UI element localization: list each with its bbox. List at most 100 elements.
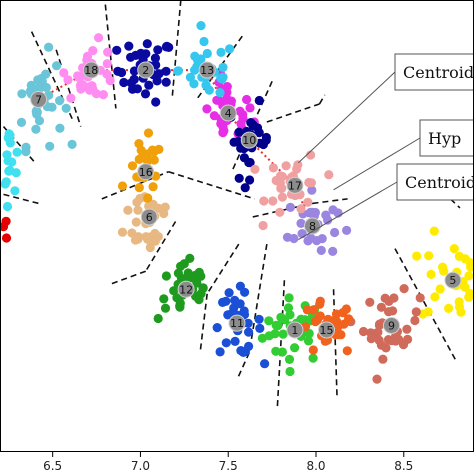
data-point: [240, 183, 250, 193]
data-point: [129, 74, 139, 84]
data-point: [215, 88, 225, 98]
data-point: [98, 90, 108, 100]
data-point: [398, 340, 409, 350]
data-point: [161, 66, 171, 76]
boundary-lines: [2, 0, 461, 407]
data-point: [7, 157, 17, 167]
data-point: [296, 218, 306, 228]
boundary-line: [55, 49, 82, 127]
data-point: [61, 103, 71, 113]
centroid-marker: 1: [286, 321, 304, 339]
data-point: [303, 197, 313, 207]
data-point: [328, 246, 338, 256]
data-point: [127, 84, 138, 94]
data-point: [55, 123, 65, 133]
callout: Centroido: [298, 53, 474, 164]
data-point: [229, 137, 239, 147]
data-point: [102, 69, 112, 79]
centroid-marker: 8: [303, 217, 321, 235]
data-point: [192, 278, 202, 288]
data-point: [460, 254, 470, 264]
data-point: [246, 118, 256, 128]
data-point: [310, 317, 320, 327]
boundary-line: [236, 352, 251, 381]
data-point: [199, 36, 209, 47]
data-point: [306, 150, 316, 160]
centroid-dot: [82, 61, 100, 79]
data-point: [112, 45, 122, 55]
x-tick-label: 7.0: [131, 459, 150, 473]
data-point: [330, 227, 340, 238]
data-point: [67, 139, 77, 149]
x-tick-label: 6.5: [43, 459, 62, 473]
data-point: [131, 217, 141, 227]
data-point: [151, 97, 161, 107]
callout-leader: [333, 137, 421, 191]
centroid-label: 17: [288, 179, 302, 192]
data-point: [328, 205, 338, 215]
centroid-marker: 7: [30, 90, 48, 108]
centroid-label: 11: [230, 317, 244, 330]
data-point: [159, 294, 169, 304]
data-point: [150, 236, 160, 246]
data-point: [173, 66, 183, 76]
centroid-label: 6: [146, 211, 153, 224]
data-point: [308, 353, 318, 363]
data-point: [34, 116, 45, 126]
centroid-dot: [240, 131, 258, 149]
data-point: [304, 328, 314, 339]
data-point: [444, 303, 454, 313]
data-point: [0, 222, 9, 232]
centroid-label: 2: [142, 64, 149, 77]
data-point: [52, 61, 62, 71]
data-point: [183, 268, 193, 278]
data-point: [342, 225, 352, 235]
data-point: [10, 186, 20, 196]
data-point: [161, 77, 171, 87]
data-point: [1, 233, 12, 243]
data-point: [175, 302, 185, 312]
data-point: [16, 117, 27, 127]
boundary-line: [318, 94, 326, 105]
centroid-marker: 9: [382, 316, 400, 334]
data-point: [219, 126, 229, 136]
centroid-dot: [228, 314, 246, 332]
data-point: [26, 80, 36, 90]
data-point: [161, 271, 171, 281]
centroid-marker: 12: [177, 280, 195, 298]
data-point: [202, 48, 212, 59]
callout-box: [396, 163, 474, 201]
data-point: [282, 232, 293, 242]
callout-text: Centroido: [403, 63, 474, 82]
data-point: [307, 185, 317, 195]
data-point: [2, 201, 13, 212]
data-point: [465, 288, 474, 298]
data-point: [140, 89, 151, 99]
data-point: [281, 161, 291, 171]
data-point: [217, 74, 227, 84]
data-point: [126, 52, 136, 62]
data-point: [244, 327, 254, 337]
data-point: [66, 93, 76, 103]
data-point: [215, 347, 225, 357]
data-point: [254, 314, 264, 324]
centroid-dot: [219, 104, 237, 122]
data-point: [32, 107, 42, 117]
centroid-dot: [198, 61, 216, 79]
data-point: [449, 244, 459, 254]
data-point: [378, 354, 388, 364]
data-point: [143, 193, 153, 203]
data-point: [384, 296, 394, 306]
boundary-line: [108, 270, 146, 286]
centroid-label: 13: [200, 64, 214, 77]
data-point: [234, 127, 244, 137]
data-point: [245, 157, 255, 168]
data-point: [339, 319, 349, 329]
data-point: [159, 208, 169, 219]
data-point: [324, 170, 334, 180]
data-point: [285, 366, 295, 377]
data-point: [218, 62, 228, 72]
data-point: [245, 175, 255, 185]
data-point: [365, 297, 375, 307]
data-point: [196, 21, 206, 31]
